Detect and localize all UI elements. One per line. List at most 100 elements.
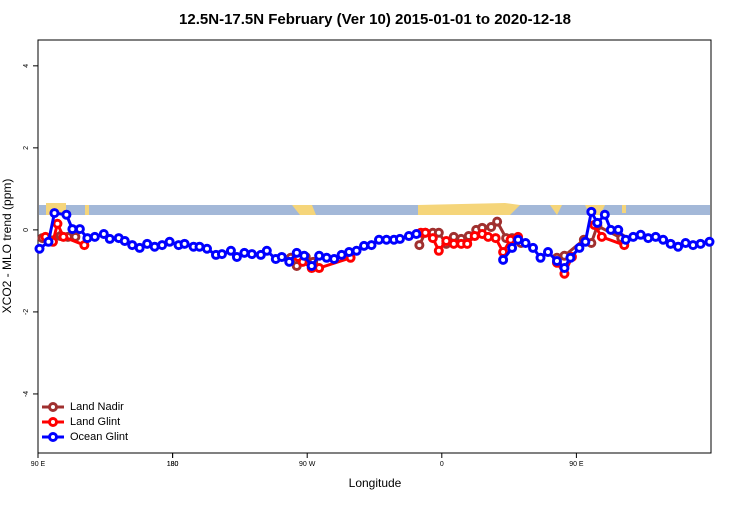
data-point — [520, 238, 531, 249]
data-point — [142, 238, 153, 249]
data-point — [490, 233, 501, 244]
y-tick-label: 2 — [23, 146, 30, 150]
data-point — [680, 238, 691, 249]
chart-title: 12.5N-17.5N February (Ver 10) 2015-01-01… — [179, 11, 571, 28]
legend-marker — [48, 417, 58, 427]
data-point — [306, 260, 317, 271]
data-point — [613, 224, 624, 235]
data-point — [486, 222, 497, 233]
ocean-strip — [39, 205, 710, 215]
data-point — [469, 231, 480, 242]
data-point — [104, 233, 115, 244]
data-point — [507, 242, 518, 253]
land-patch — [622, 205, 626, 213]
data-point — [98, 228, 109, 239]
data-point — [291, 247, 302, 258]
data-point — [179, 238, 190, 249]
data-point — [276, 251, 287, 262]
data-point — [420, 227, 431, 238]
data-point — [52, 218, 63, 229]
data-point — [505, 234, 516, 245]
data-point — [414, 240, 425, 251]
data-point — [246, 249, 257, 260]
data-point — [483, 231, 494, 242]
data-point — [704, 236, 715, 247]
data-point — [61, 209, 72, 220]
data-point — [433, 227, 444, 238]
data-point — [695, 238, 706, 249]
data-point — [513, 234, 524, 245]
data-point — [665, 238, 676, 249]
land-patch — [550, 205, 562, 215]
data-point — [314, 263, 325, 274]
data-point — [231, 251, 242, 262]
data-point — [82, 233, 93, 244]
data-point — [74, 224, 85, 235]
data-point — [592, 217, 603, 228]
data-point — [344, 247, 355, 258]
data-point — [574, 242, 585, 253]
x-axis-label: Longitude — [349, 476, 402, 490]
data-point — [201, 243, 212, 254]
data-point — [394, 233, 405, 244]
data-point — [673, 241, 684, 252]
data-point — [43, 236, 54, 247]
data-point — [359, 240, 370, 251]
data-point — [535, 252, 546, 263]
data-point — [427, 233, 438, 244]
data-point — [119, 235, 130, 246]
data-point — [49, 208, 60, 219]
legend-marker — [48, 402, 58, 412]
y-tick-label: 0 — [23, 228, 30, 232]
data-point — [284, 256, 295, 267]
x-tick-label: 90 E — [569, 461, 584, 468]
data-point — [635, 229, 646, 240]
land-patch — [418, 203, 520, 215]
data-point — [462, 238, 473, 249]
data-point — [366, 240, 377, 251]
data-point — [433, 245, 444, 256]
data-point — [565, 252, 576, 263]
land-patch — [292, 205, 316, 215]
data-point — [225, 245, 236, 256]
data-point — [314, 250, 325, 261]
y-axis-label: XCO2 - MLO trend (ppm) — [0, 179, 14, 314]
data-point — [643, 233, 654, 244]
data-point — [650, 231, 661, 242]
data-point — [551, 256, 562, 267]
data-point — [321, 252, 332, 263]
legend-label: Land Glint — [70, 416, 120, 428]
data-point — [164, 236, 175, 247]
data-point — [628, 231, 639, 242]
data-point — [381, 234, 392, 245]
land-patch — [85, 205, 89, 215]
x-tick-label: 90 W — [299, 461, 316, 468]
data-point — [89, 231, 100, 242]
data-point — [67, 224, 78, 235]
data-point — [599, 209, 610, 220]
data-point — [34, 243, 45, 254]
data-point — [216, 249, 227, 260]
data-point — [559, 263, 570, 274]
data-point — [58, 231, 69, 242]
data-point — [688, 240, 699, 251]
x-tick-label: 180 — [167, 461, 179, 468]
data-point — [261, 245, 272, 256]
legend-marker — [48, 432, 58, 442]
data-point — [299, 250, 310, 261]
data-point — [403, 231, 414, 242]
data-point — [528, 242, 539, 253]
legend-label: Ocean Glint — [70, 431, 128, 443]
data-point — [127, 240, 138, 251]
data-point — [411, 228, 422, 239]
data-point — [620, 234, 631, 245]
x-tick-label: 90 E — [31, 461, 46, 468]
data-point — [586, 206, 597, 217]
data-point — [373, 234, 384, 245]
y-tick-label: -2 — [23, 309, 30, 315]
data-point — [658, 234, 669, 245]
data-point — [492, 216, 503, 227]
data-point — [194, 241, 205, 252]
x-tick-label: 0 — [440, 461, 444, 468]
